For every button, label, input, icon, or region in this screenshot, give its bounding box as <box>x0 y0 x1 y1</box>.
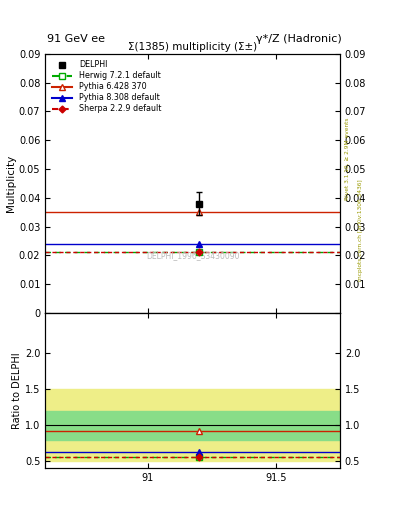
Text: Rivet 3.1.10, ≥ 2.9M events: Rivet 3.1.10, ≥ 2.9M events <box>345 117 350 200</box>
Title: Σ(1385) multiplicity (Σ±): Σ(1385) multiplicity (Σ±) <box>128 41 257 52</box>
Bar <box>45 389 340 461</box>
Text: mcplots.cern.ch [arXiv:1306.3436]: mcplots.cern.ch [arXiv:1306.3436] <box>358 180 363 281</box>
Legend: DELPHI, Herwig 7.2.1 default, Pythia 6.428 370, Pythia 8.308 default, Sherpa 2.2: DELPHI, Herwig 7.2.1 default, Pythia 6.4… <box>52 60 161 114</box>
Bar <box>45 411 340 439</box>
Text: γ*/Z (Hadronic): γ*/Z (Hadronic) <box>256 33 342 44</box>
Y-axis label: Ratio to DELPHI: Ratio to DELPHI <box>12 352 22 429</box>
Text: DELPHI_1996_S3430090: DELPHI_1996_S3430090 <box>146 251 239 261</box>
Text: 91 GeV ee: 91 GeV ee <box>47 33 105 44</box>
Y-axis label: Multiplicity: Multiplicity <box>6 155 16 212</box>
